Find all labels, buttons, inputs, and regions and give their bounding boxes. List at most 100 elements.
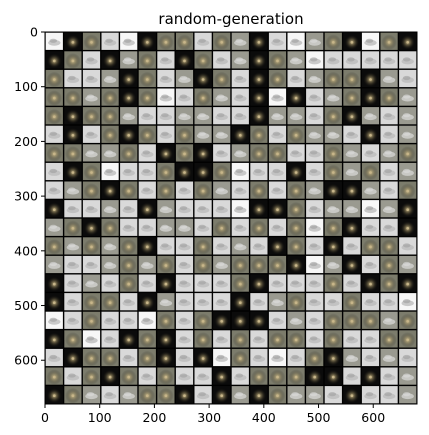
tile-cloud-top <box>86 94 95 99</box>
tile-glow-core <box>387 41 391 44</box>
tile-cloud-top <box>105 261 113 267</box>
tile-cloud-top <box>291 150 299 155</box>
tile-cloud-top <box>123 354 132 360</box>
tile-glow-core <box>164 171 168 174</box>
y-tick-label: 300 <box>14 189 38 204</box>
tile-glow-core <box>53 394 56 398</box>
tile-glow-core <box>294 96 298 100</box>
tile-cloud-top <box>68 299 76 304</box>
tile-glow-core <box>257 41 261 44</box>
tile-cloud-top <box>161 57 169 62</box>
tile-glow-core <box>257 59 261 63</box>
image-tile <box>175 32 194 51</box>
tile-cloud-top <box>347 373 355 378</box>
tile-cloud-top <box>384 150 392 155</box>
image-tile <box>361 125 380 144</box>
image-tile <box>287 330 305 348</box>
image-tile <box>120 125 138 144</box>
tile-cloud-top <box>86 57 95 62</box>
image-tile <box>268 88 287 106</box>
tile-glow-core <box>294 227 298 230</box>
tile-cloud-top <box>216 57 225 62</box>
image-tile <box>157 107 175 125</box>
image-tile <box>399 330 417 348</box>
tile-glow-core <box>350 96 354 100</box>
image-tile <box>157 348 175 367</box>
image-tile <box>213 181 231 199</box>
tile-glow-core <box>183 171 186 174</box>
tile-cloud-top <box>347 131 355 136</box>
image-tile <box>231 181 249 199</box>
tile-cloud-top <box>384 392 392 397</box>
image-tile <box>82 218 101 237</box>
image-tile <box>306 51 324 69</box>
image-tile <box>324 293 342 311</box>
tile-cloud-top <box>86 336 95 341</box>
tile-cloud-top <box>309 57 318 62</box>
tile-cloud-top <box>161 206 169 211</box>
tile-cloud-top <box>161 131 169 136</box>
tile-glow-core <box>294 189 298 193</box>
tile-glow-core <box>313 357 317 360</box>
image-tile <box>250 125 268 144</box>
image-tile <box>157 293 175 311</box>
tile-glow-core <box>146 78 149 81</box>
tile-cloud-top <box>198 299 206 304</box>
image-tile <box>175 218 194 236</box>
tile-cloud-top <box>254 243 262 248</box>
image-tile <box>324 125 342 143</box>
tile-cloud-top <box>161 224 169 229</box>
tile-glow-core <box>201 78 205 81</box>
image-tile <box>120 69 138 88</box>
tile-cloud-top <box>291 113 299 118</box>
image-tile <box>361 162 380 181</box>
tile-glow-core <box>257 189 261 193</box>
image-tile <box>101 330 119 348</box>
tile-cloud-top <box>402 57 411 62</box>
image-tile <box>399 51 417 69</box>
tile-cloud-top <box>365 336 374 341</box>
image-tile <box>101 274 119 292</box>
image-tile <box>157 311 175 330</box>
tile-glow-core <box>53 282 56 286</box>
tile-cloud-top <box>272 131 281 136</box>
image-tile <box>231 200 249 218</box>
image-tile <box>343 255 361 274</box>
image-tile <box>343 32 361 51</box>
image-tile <box>231 274 249 292</box>
tile-cloud-top <box>105 168 113 174</box>
image-tile <box>45 386 63 404</box>
tile-cloud-top <box>254 299 262 304</box>
image-tile <box>361 144 380 162</box>
image-tile <box>287 293 305 311</box>
tile-cloud-top <box>123 113 132 118</box>
tile-cloud-top <box>123 206 132 211</box>
tile-glow-core <box>108 189 112 193</box>
tile-glow-core <box>257 394 261 398</box>
image-tile <box>287 200 305 218</box>
y-tick-label: 600 <box>14 353 38 368</box>
image-tile <box>324 386 342 404</box>
image-tile <box>120 218 138 236</box>
tile-cloud-top <box>309 392 318 397</box>
tile-cloud-top <box>384 113 392 118</box>
image-tile <box>120 32 138 50</box>
image-tile <box>343 274 361 292</box>
tile-cloud-top <box>179 317 188 322</box>
image-tile <box>45 311 63 329</box>
tile-cloud-top <box>105 75 113 81</box>
tile-cloud-top <box>105 150 113 155</box>
tile-glow-core <box>127 264 130 267</box>
tile-cloud-top <box>402 261 411 267</box>
image-tile <box>250 348 268 367</box>
tile-cloud-top <box>272 317 281 322</box>
image-tile <box>138 386 156 404</box>
image-tile <box>120 274 138 292</box>
image-tile <box>175 367 194 385</box>
tile-glow-core <box>276 375 279 379</box>
x-axis: 0 100 200 300 400 500 600 <box>41 404 385 425</box>
image-tile <box>194 311 212 330</box>
tile-cloud-top <box>216 336 225 341</box>
tile-glow-core <box>294 264 298 267</box>
tile-cloud-top <box>309 261 318 267</box>
